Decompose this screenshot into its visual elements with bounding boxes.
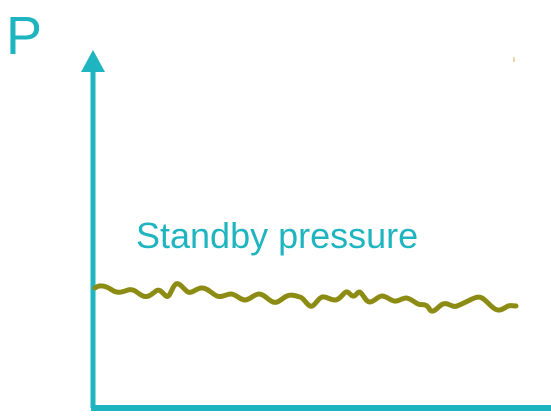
standby-pressure-label: Standby pressure xyxy=(136,215,418,256)
y-axis-arrowhead xyxy=(81,50,105,72)
y-axis-label: P xyxy=(6,6,42,66)
standby-pressure-curve xyxy=(92,281,519,314)
decorative-speck xyxy=(513,57,515,62)
